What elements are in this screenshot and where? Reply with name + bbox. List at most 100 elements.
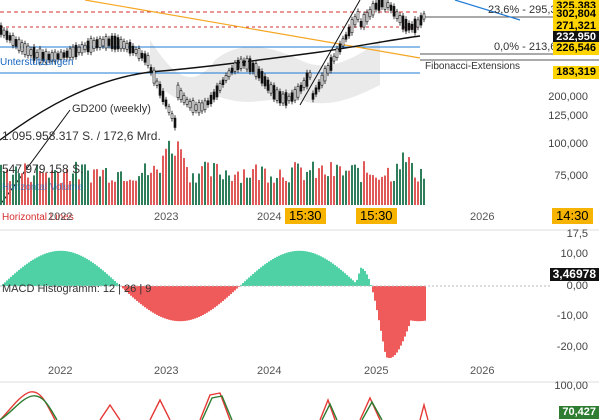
volume-bar: [135, 180, 137, 205]
candle-body: [203, 100, 207, 110]
volume-bar: [411, 162, 413, 205]
macd-bar: [244, 281, 246, 286]
macd-bar: [302, 250, 304, 286]
macd-bar: [402, 286, 404, 342]
volume-bar: [231, 180, 233, 205]
macd-bar: [112, 279, 114, 286]
candle-body: [227, 70, 231, 78]
macd-axis-label: -20,00: [556, 341, 588, 353]
macd-bar: [374, 286, 376, 301]
macd-bar: [30, 261, 32, 286]
macd-bar: [92, 262, 94, 286]
macd-bar: [172, 286, 174, 321]
horizontal-lines-label[interactable]: Horizontal Lines: [2, 212, 74, 223]
volume-bar: [204, 161, 206, 205]
macd-bar: [316, 254, 318, 286]
macd-bar: [260, 267, 262, 286]
macd-bar: [140, 286, 142, 305]
candle-body: [35, 51, 39, 58]
candle-body: [332, 55, 336, 62]
candle-body: [245, 58, 249, 70]
macd-bar: [40, 255, 42, 286]
volume-bar: [69, 181, 71, 205]
macd-bar: [78, 254, 80, 286]
macd-axis-label: -10,00: [556, 310, 588, 322]
macd-bar: [50, 251, 52, 286]
volume-bar: [6, 169, 8, 205]
macd-bar: [114, 281, 116, 286]
macd-bar: [328, 260, 330, 286]
volume-bar: [228, 175, 230, 205]
volume-bar: [12, 174, 14, 205]
volume-bar: [210, 176, 212, 205]
candle-body: [62, 52, 66, 58]
macd-bar: [262, 265, 264, 286]
macd-bar: [58, 250, 60, 286]
volume-bar: [363, 161, 365, 205]
macd-bar: [288, 252, 290, 286]
time-axis-label: 2026: [470, 211, 495, 223]
volume-bar: [126, 181, 128, 205]
volume-bar: [339, 166, 341, 205]
macd-bar: [268, 261, 270, 286]
macd-bar: [224, 286, 226, 300]
macd-bar: [286, 252, 288, 286]
candle-body: [263, 76, 267, 87]
macd-bar: [324, 258, 326, 286]
candle-body: [131, 45, 135, 54]
volume-bar: [162, 155, 164, 205]
candle-body: [284, 92, 288, 106]
candle-body: [17, 39, 21, 51]
volume-bar: [252, 169, 254, 205]
candle-body: [146, 55, 150, 66]
volume-bar: [309, 170, 311, 205]
volume-bar: [312, 161, 314, 205]
volume-bar: [249, 177, 251, 205]
macd-bar: [160, 286, 162, 317]
volume-bar: [279, 169, 281, 205]
volume-bar: [315, 177, 317, 205]
macd-bar: [12, 275, 14, 286]
candle-body: [71, 46, 75, 58]
candle-body: [239, 58, 243, 69]
macd-bar: [190, 286, 192, 320]
macd-bar: [88, 260, 90, 286]
candle-body: [269, 84, 273, 94]
macd-bar: [108, 275, 110, 286]
macd-bar: [22, 266, 24, 286]
macd-bar: [276, 256, 278, 286]
candle-body: [374, 2, 378, 10]
macd-bar: [234, 286, 236, 291]
horizontal-volume-label[interactable]: Horizontal Volume: [2, 182, 84, 193]
candle-body: [341, 38, 345, 47]
candle-body: [224, 75, 228, 81]
candle-body: [218, 83, 222, 91]
macd-bar: [258, 268, 260, 286]
macd-bar: [408, 286, 410, 327]
volume-bar: [408, 157, 410, 205]
volume-bar: [102, 169, 104, 205]
macd-bar: [280, 254, 282, 286]
candle-body: [338, 43, 342, 53]
macd-bar: [212, 286, 214, 309]
macd-bar: [242, 283, 244, 286]
macd-bar: [232, 286, 234, 293]
price-axis-label: 100,000: [548, 138, 588, 150]
support-label: Unterstützungen: [0, 57, 74, 68]
volume-bar: [3, 171, 5, 205]
price-tag: 183,319: [553, 66, 599, 79]
candle-body: [308, 72, 312, 78]
macd-bar: [230, 286, 232, 295]
macd-bar: [318, 255, 320, 286]
macd-bar: [156, 286, 158, 315]
candle-body: [281, 93, 285, 104]
macd-bar: [72, 252, 74, 286]
volume-bar: [141, 172, 143, 205]
macd-bar: [364, 270, 366, 286]
macd-bar: [220, 286, 222, 303]
rsi-line-green: [0, 395, 383, 420]
macd-bar: [248, 277, 250, 286]
candle-body: [236, 60, 240, 71]
volume-bar: [207, 162, 209, 205]
